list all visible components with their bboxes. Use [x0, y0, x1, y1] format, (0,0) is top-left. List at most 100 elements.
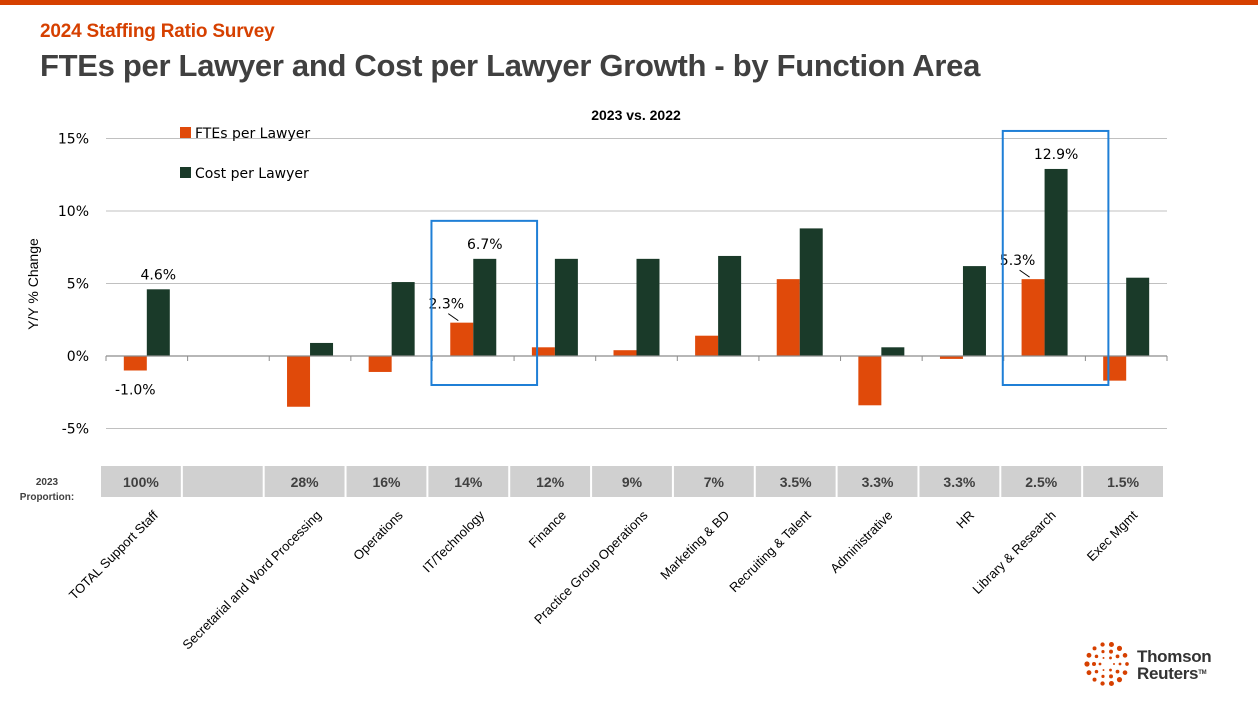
bar-fte-per-lawyer [613, 350, 637, 356]
proportion-cell [837, 466, 918, 497]
bar-fte-per-lawyer [450, 322, 474, 356]
proportion-value: 3.5% [780, 474, 812, 490]
brand-line-1: Thomson [1137, 647, 1212, 666]
proportion-cell [755, 466, 836, 497]
data-label: 5.3% [1000, 253, 1036, 269]
leader-line [1019, 269, 1030, 278]
thomson-reuters-logo-icon [1084, 641, 1129, 687]
y-axis-label: Y/Y % Change [25, 238, 41, 330]
legend-swatch-cost [180, 167, 191, 178]
logo-dot [1092, 677, 1097, 682]
logo-dot [1122, 653, 1128, 658]
logo-dot [1084, 661, 1090, 667]
logo-dot [1108, 680, 1114, 687]
bar-cost-per-lawyer [718, 255, 742, 356]
logo-dot [1094, 669, 1099, 674]
x-axis [105, 355, 1168, 361]
bar-cost-per-lawyer [146, 289, 170, 356]
proportion-cell [1001, 466, 1082, 497]
logo-dot [1086, 652, 1092, 658]
highlight-boxes [430, 129, 1110, 386]
logo-dot [1094, 654, 1099, 659]
proportion-value: 2.5% [1025, 474, 1057, 490]
bar-fte-per-lawyer [123, 356, 147, 371]
proportion-value: 100% [123, 474, 159, 490]
logo-dot [1125, 662, 1129, 666]
proportion-label-text: Proportion: [20, 492, 74, 503]
proportion-value: 7% [704, 474, 725, 490]
proportion-cell [1083, 466, 1163, 497]
proportion-value: 3.3% [943, 474, 975, 490]
legend-label-cost: Cost per Lawyer [195, 166, 309, 182]
proportion-cell [182, 466, 263, 497]
logo-dot [1118, 662, 1122, 666]
bar-fte-per-lawyer [858, 356, 882, 406]
bar-fte-per-lawyer [939, 356, 963, 359]
logo-dot [1109, 674, 1113, 679]
proportion-cell [428, 466, 509, 497]
proportion-value: 9% [622, 474, 643, 490]
bar-fte-per-lawyer [1103, 356, 1127, 381]
logo-dot [1115, 654, 1120, 659]
logo-dot [1086, 670, 1092, 676]
page-title: FTEs per Lawyer and Cost per Lawyer Grow… [40, 48, 981, 83]
logo-dot [1102, 669, 1105, 672]
bar-fte-per-lawyer [776, 279, 800, 356]
x-tick-label: Library & Research [969, 508, 1058, 597]
y-tick-label: 10% [58, 204, 89, 220]
legend-label-fte: FTEs per Lawyer [195, 126, 310, 142]
proportion-label-year: 2023 [36, 477, 59, 488]
x-tick-label: TOTAL Support Staff [66, 507, 161, 602]
bar-cost-per-lawyer [881, 347, 905, 356]
x-tick-label: Marketing & BD [657, 508, 732, 583]
x-tick-label: HR [953, 508, 977, 532]
leader-line [447, 313, 459, 322]
proportion-value: 14% [454, 474, 483, 490]
proportion-value: 28% [291, 474, 320, 490]
logo-dot [1122, 670, 1128, 675]
bar-cost-per-lawyer [310, 342, 334, 356]
proportion-cell [264, 466, 345, 497]
brand-wordmark: Thomson ReutersTM [1137, 647, 1212, 683]
logo-dot [1101, 674, 1105, 678]
logo-dot [1113, 663, 1115, 665]
proportion-cell [919, 466, 1000, 497]
proportion-value: 12% [536, 474, 565, 490]
bar-cost-per-lawyer [636, 258, 660, 356]
x-tick-label: Recruiting & Talent [726, 507, 814, 595]
x-tick-label: Finance [526, 508, 569, 551]
x-tick-label: Exec Mgmt [1084, 507, 1141, 564]
proportion-cell [510, 466, 591, 497]
highlight-box [430, 219, 539, 386]
logo-dot [1109, 668, 1112, 672]
highlight-box [1001, 129, 1110, 386]
y-axis-ticks: 15% 10% 5% 0% -5% [58, 132, 89, 438]
y-tick-label: 0% [67, 349, 89, 365]
bar-cost-per-lawyer [799, 228, 823, 356]
legend-swatch-fte [180, 127, 191, 138]
bar-cost-per-lawyer [473, 258, 497, 356]
proportion-cell [346, 466, 427, 497]
logo-dot [1092, 662, 1096, 666]
x-tick-label: IT/Technology [420, 507, 488, 575]
brand-line-2: Reuters [1137, 664, 1199, 683]
top-accent-bar [0, 0, 1258, 5]
bar-fte-per-lawyer [531, 347, 555, 356]
proportion-cell [673, 466, 754, 497]
proportion-row: 2023 Proportion: 100% 28% 16% 14% 12% 9% 7% 3.5… [20, 466, 1163, 503]
chart-title: 2023 vs. 2022 [591, 107, 681, 123]
data-label: 6.7% [467, 237, 503, 253]
data-label: 12.9% [1034, 147, 1078, 163]
logo-dot [1100, 642, 1105, 647]
bar-fte-per-lawyer [695, 335, 719, 356]
trademark: TM [1198, 670, 1207, 676]
logo-dot [1116, 677, 1123, 683]
gridlines [106, 138, 1167, 429]
bar-cost-per-lawyer [1044, 168, 1068, 356]
proportion-value: 16% [372, 474, 401, 490]
y-tick-label: 15% [58, 132, 89, 148]
thomson-reuters-logo: Thomson ReutersTM [1083, 640, 1253, 690]
logo-dot [1092, 646, 1097, 651]
proportion-value: 1.5% [1107, 474, 1139, 490]
